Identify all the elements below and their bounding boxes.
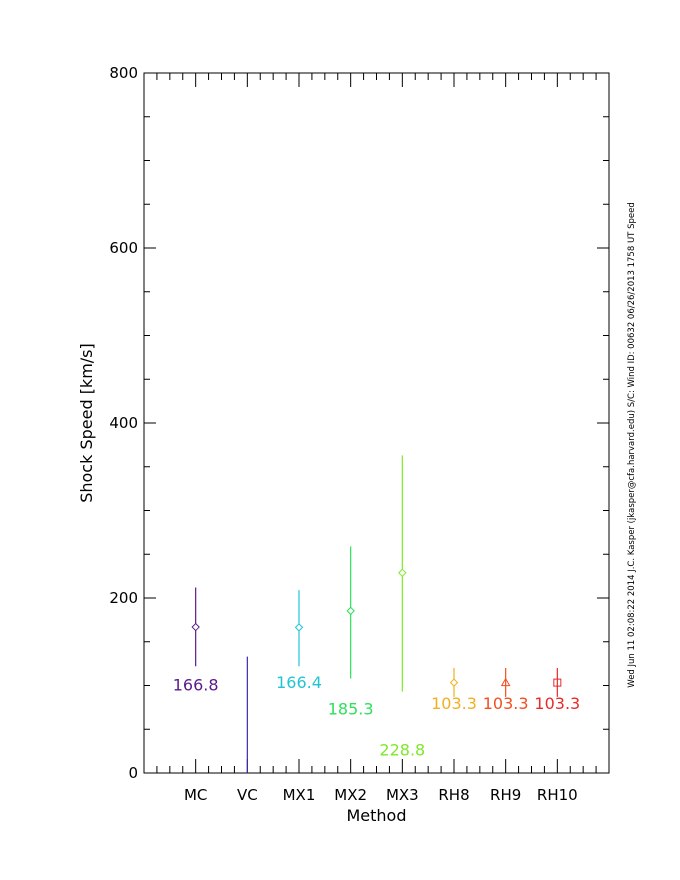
x-tick-label: VC xyxy=(237,786,258,804)
diamond-marker xyxy=(449,678,459,687)
data-label: 185.3 xyxy=(328,699,374,718)
point-mx3: 228.8 xyxy=(379,455,425,759)
x-tick-label: RH8 xyxy=(438,786,469,804)
triangle-marker xyxy=(500,677,511,687)
point-rh10: 103.3 xyxy=(534,668,580,713)
y-tick-label: 800 xyxy=(109,64,138,82)
x-tick-label: MC xyxy=(184,786,207,804)
point-mx1: 166.4 xyxy=(276,590,322,692)
data-label: 103.3 xyxy=(431,694,477,713)
point-rh8: 103.3 xyxy=(431,668,477,713)
x-tick-label: RH9 xyxy=(490,786,521,804)
data-label: 228.8 xyxy=(379,740,425,759)
point-mx2: 185.3 xyxy=(328,546,374,718)
axis-ticks: 0 200 400 600 800 MC VC MX1 MX2 MX3 RH8 RH9 RH10 xyxy=(109,64,609,804)
point-rh9: 103.3 xyxy=(483,668,529,713)
x-tick-label: RH10 xyxy=(537,786,578,804)
data-label: 166.8 xyxy=(173,676,219,695)
diamond-marker xyxy=(398,568,407,578)
diamond-marker xyxy=(294,623,304,632)
data-series: 166.8 166.4 185.3 228.8 103.3 103.3 103.3 xyxy=(173,455,580,773)
y-tick-label: 0 xyxy=(128,764,138,782)
y-tick-label: 400 xyxy=(109,414,138,432)
data-label: 166.4 xyxy=(276,673,322,692)
data-label: 103.3 xyxy=(483,694,529,713)
x-axis-label: Method xyxy=(346,806,406,825)
diamond-marker xyxy=(191,622,200,632)
y-tick-label: 600 xyxy=(109,239,138,257)
y-axis-label: Shock Speed [km/s] xyxy=(77,343,96,503)
square-marker xyxy=(553,678,562,687)
data-label: 103.3 xyxy=(534,694,580,713)
x-tick-label: MX2 xyxy=(334,786,367,804)
x-tick-label: MX3 xyxy=(386,786,419,804)
x-tick-label: MX1 xyxy=(283,786,316,804)
point-mc: 166.8 xyxy=(173,587,219,695)
diamond-marker xyxy=(346,606,355,616)
plot-side-note: Wed Jun 11 02:08:22 2014 J.C. Kasper (jk… xyxy=(627,202,637,687)
y-tick-label: 200 xyxy=(109,589,138,607)
plot-axes xyxy=(143,72,610,774)
plot-frame xyxy=(143,72,610,774)
